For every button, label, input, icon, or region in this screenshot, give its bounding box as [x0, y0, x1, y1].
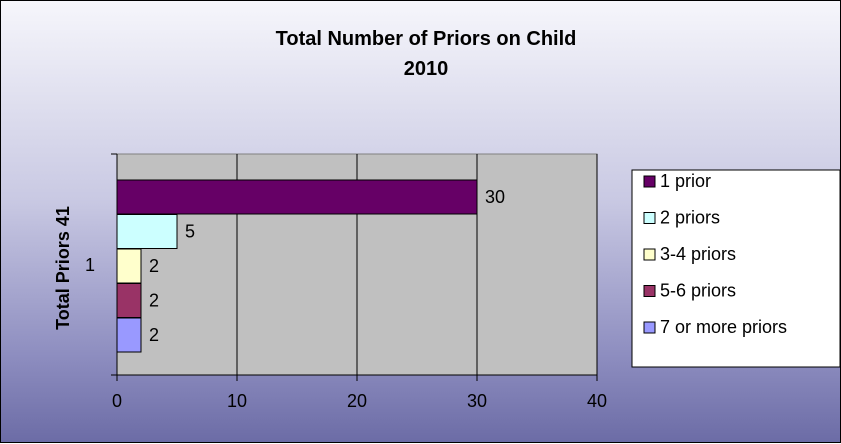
- legend-box: [631, 169, 841, 368]
- bar: [116, 317, 142, 353]
- data-label: 2: [149, 256, 159, 276]
- x-tick-label: 40: [587, 391, 607, 411]
- data-label: 30: [485, 187, 505, 207]
- chart-subtitle: 2010: [404, 58, 449, 80]
- x-tick-label: 30: [467, 391, 487, 411]
- bar: [116, 283, 142, 318]
- chart-title: Total Number of Priors on Child: [276, 28, 577, 50]
- bar: [116, 248, 142, 284]
- legend: 1 prior 2 priors 3-4 priors 5-6 priors 7 or …: [631, 169, 841, 368]
- legend-label: 7 or more priors: [660, 317, 787, 337]
- legend-swatch: [643, 248, 656, 261]
- legend-swatch: [643, 285, 656, 297]
- legend-swatch: [643, 212, 656, 224]
- legend-label: 2 priors: [660, 208, 720, 228]
- legend-label: 3-4 priors: [660, 244, 736, 264]
- y-category-label: 1: [85, 255, 95, 275]
- x-tick-labels: 0 10 20 30 40: [112, 391, 607, 411]
- data-label: 5: [185, 222, 195, 242]
- bar: [116, 214, 178, 249]
- legend-swatch: [643, 175, 656, 188]
- x-tick-label: 10: [227, 391, 247, 411]
- bars: [116, 179, 478, 353]
- x-tick-label: 20: [347, 391, 367, 411]
- legend-label: 1 prior: [660, 171, 711, 191]
- data-label: 2: [149, 325, 159, 345]
- data-label: 2: [149, 291, 159, 311]
- data-labels: 30 5 2 2 2: [149, 187, 505, 345]
- y-axis-label: Total Priors 41: [53, 206, 73, 330]
- legend-label: 5-6 priors: [660, 281, 736, 301]
- x-tick-label: 0: [112, 391, 122, 411]
- axes: [111, 153, 598, 381]
- legend-swatch: [643, 321, 656, 334]
- bar: [116, 179, 478, 215]
